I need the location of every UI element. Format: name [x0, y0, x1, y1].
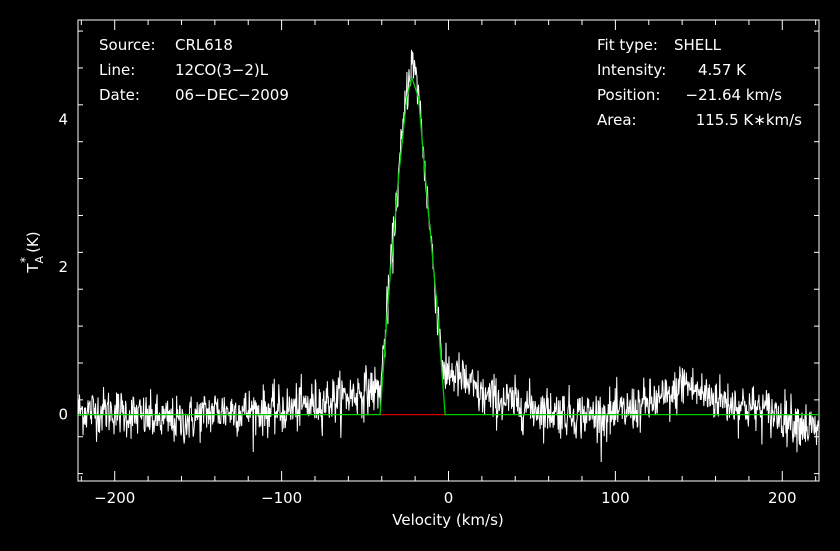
fit-type-label: Fit type:	[597, 36, 658, 54]
y-axis-title-sup: *	[18, 257, 32, 263]
y-axis-title: TA* (K)	[18, 231, 46, 273]
x-tick-label: −100	[261, 489, 302, 507]
area-value: 115.5 K∗km/s	[696, 111, 802, 129]
info-left: Source: CRL618 Line: 12CO(3−2)L Date: 06…	[99, 36, 289, 104]
line-value: 12CO(3−2)L	[175, 61, 269, 79]
x-tick-label: −200	[94, 489, 135, 507]
line-label: Line:	[99, 61, 135, 79]
y-axis-title-sub: A	[33, 255, 46, 263]
x-tick-label: 100	[601, 489, 630, 507]
y-tick-label: 2	[58, 258, 68, 276]
area-label: Area:	[597, 111, 637, 129]
y-tick-label: 4	[58, 111, 68, 129]
date-label: Date:	[99, 86, 140, 104]
position-label: Position:	[597, 86, 660, 104]
y-tick-label: 0	[58, 406, 68, 424]
spectrum-series	[77, 49, 819, 463]
source-value: CRL618	[175, 36, 233, 54]
series-layer	[77, 49, 819, 463]
y-axis-title-unit: (K)	[24, 231, 42, 253]
y-axis-title-main: T	[24, 263, 42, 274]
x-tick-label: 200	[768, 489, 797, 507]
date-value: 06−DEC−2009	[175, 86, 289, 104]
x-axis-title: Velocity (km/s)	[392, 511, 503, 529]
intensity-value: 4.57 K	[698, 61, 747, 79]
info-right: Fit type: SHELL Intensity: 4.57 K Positi…	[597, 36, 802, 129]
fit-type-value: SHELL	[674, 36, 722, 54]
x-tick-label: 0	[444, 489, 454, 507]
intensity-label: Intensity:	[597, 61, 666, 79]
position-value: −21.64 km/s	[686, 86, 783, 104]
source-label: Source:	[99, 36, 156, 54]
svg-text:TA*(K): TA* (K)	[18, 231, 46, 273]
shell-fit-series	[78, 75, 819, 416]
axis-ticks: −200 −100 0 100 200 0 2 4	[58, 20, 819, 507]
